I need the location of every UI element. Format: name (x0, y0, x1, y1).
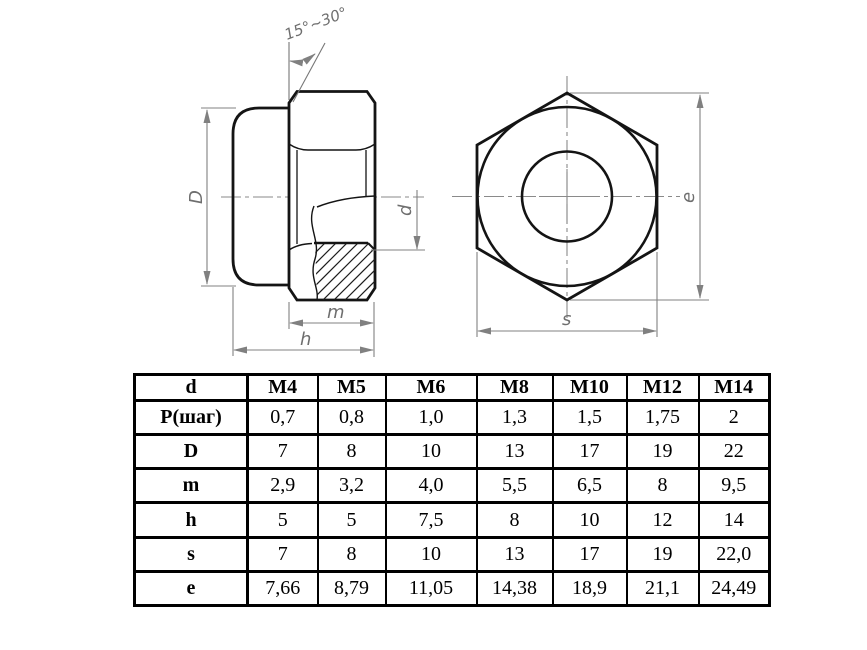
break-line (310, 205, 318, 301)
table-cell: 4,0 (384, 467, 478, 505)
angle-callout (288, 42, 326, 103)
table-cell: 7,5 (384, 501, 478, 539)
angle-label: 15°~30° (282, 3, 350, 43)
table-row: h 5 5 7,5 8 10 12 14 (133, 501, 771, 539)
col-header: M8 (475, 373, 554, 402)
table-cell: 11,05 (384, 569, 478, 608)
table-cell: 12 (625, 501, 700, 539)
table-corner-header: d (133, 373, 249, 402)
table-cell: 10 (551, 501, 628, 539)
hole-circle (520, 150, 614, 243)
table-cell: 7 (246, 433, 319, 471)
table-cell: 10 (384, 535, 478, 573)
bottom-face-arc (288, 242, 313, 251)
table-cell: 2 (697, 398, 771, 437)
table-cell: 13 (475, 433, 554, 471)
table-cell: 24,49 (697, 569, 771, 608)
table-cell: 1,75 (625, 398, 700, 437)
table-cell: 0,8 (316, 398, 387, 437)
table-cell: 14,38 (475, 569, 554, 608)
col-header: M5 (316, 373, 387, 402)
table-cell: 17 (551, 535, 628, 573)
col-header: M14 (697, 373, 771, 402)
dim-label-s: s (562, 309, 571, 330)
table-cell: 7 (246, 535, 319, 573)
angle-arc (289, 53, 316, 67)
table-cell: 19 (625, 535, 700, 573)
table-cell: 18,9 (551, 569, 628, 608)
insert-cap-outline (231, 106, 290, 287)
table-row: P(шаг) 0,7 0,8 1,0 1,3 1,5 1,75 2 (133, 398, 771, 437)
col-header: M10 (551, 373, 628, 402)
table-row: e 7,66 8,79 11,05 14,38 18,9 21,1 24,49 (133, 569, 771, 608)
row-header: P(шаг) (133, 398, 249, 437)
row-header: D (133, 433, 249, 471)
table-cell: 3,2 (316, 467, 387, 505)
table-cell: 5 (246, 501, 319, 539)
insert-cone-edge (316, 195, 376, 208)
table-cell: 22 (697, 433, 771, 471)
table-row: D 7 8 10 13 17 19 22 (133, 433, 771, 471)
dimension-h (232, 287, 374, 356)
dimensions-table: d M4 M5 M6 M8 M10 M12 M14 P(шаг) 0,7 0,8 1,0 1,3 1,5 1… (133, 373, 771, 608)
dim-label-d: d (395, 204, 416, 216)
chamfer-circle (476, 105, 658, 288)
dimension-m (288, 302, 375, 357)
section-hatching (315, 243, 375, 300)
table-cell: 8 (316, 433, 387, 471)
table-cell: 1,0 (384, 398, 478, 437)
dim-label-D: D (186, 190, 207, 204)
center-cross (539, 169, 595, 224)
table-header-row: d M4 M5 M6 M8 M10 M12 M14 (133, 373, 771, 402)
front-view: e s (452, 76, 709, 337)
table-cell: 21,1 (625, 569, 700, 608)
table-cell: 5,5 (475, 467, 554, 505)
table-cell: 5 (316, 501, 387, 539)
table-cell: 1,3 (475, 398, 554, 437)
side-view: 15°~30° D d m h (186, 3, 425, 357)
table-cell: 17 (551, 433, 628, 471)
table-cell: 10 (384, 433, 478, 471)
col-header: M6 (384, 373, 478, 402)
row-header: m (133, 467, 249, 505)
table-cell: 8 (625, 467, 700, 505)
table-cell: 22,0 (697, 535, 771, 573)
table-cell: 14 (697, 501, 771, 539)
table-cell: 7,66 (246, 569, 319, 608)
dimension-d (371, 190, 425, 251)
table-cell: 8 (316, 535, 387, 573)
table-cell: 6,5 (551, 467, 628, 505)
top-face-arc (288, 143, 376, 151)
table-cell: 13 (475, 535, 554, 573)
dim-label-h: h (300, 329, 311, 350)
table-cell: 8,79 (316, 569, 387, 608)
angle-leader-line (292, 42, 326, 103)
table-cell: 0,7 (246, 398, 319, 437)
col-header: M4 (246, 373, 319, 402)
table-cell: 2,9 (246, 467, 319, 505)
table-cell: 9,5 (697, 467, 771, 505)
col-header: M12 (625, 373, 700, 402)
table-cell: 19 (625, 433, 700, 471)
row-header: e (133, 569, 249, 608)
hexagon-outline (475, 91, 659, 302)
row-header: h (133, 501, 249, 539)
row-header: s (133, 535, 249, 573)
table-cell: 8 (475, 501, 554, 539)
table-row: s 7 8 10 13 17 19 22,0 (133, 535, 771, 573)
dim-label-e: e (678, 192, 699, 203)
dim-label-m: m (327, 302, 345, 323)
hole-chamfer (367, 242, 376, 251)
dimension-e (570, 92, 709, 301)
table-cell: 1,5 (551, 398, 628, 437)
table-row: m 2,9 3,2 4,0 5,5 6,5 8 9,5 (133, 467, 771, 505)
dimension-s (476, 252, 658, 337)
dimension-D (201, 107, 236, 287)
